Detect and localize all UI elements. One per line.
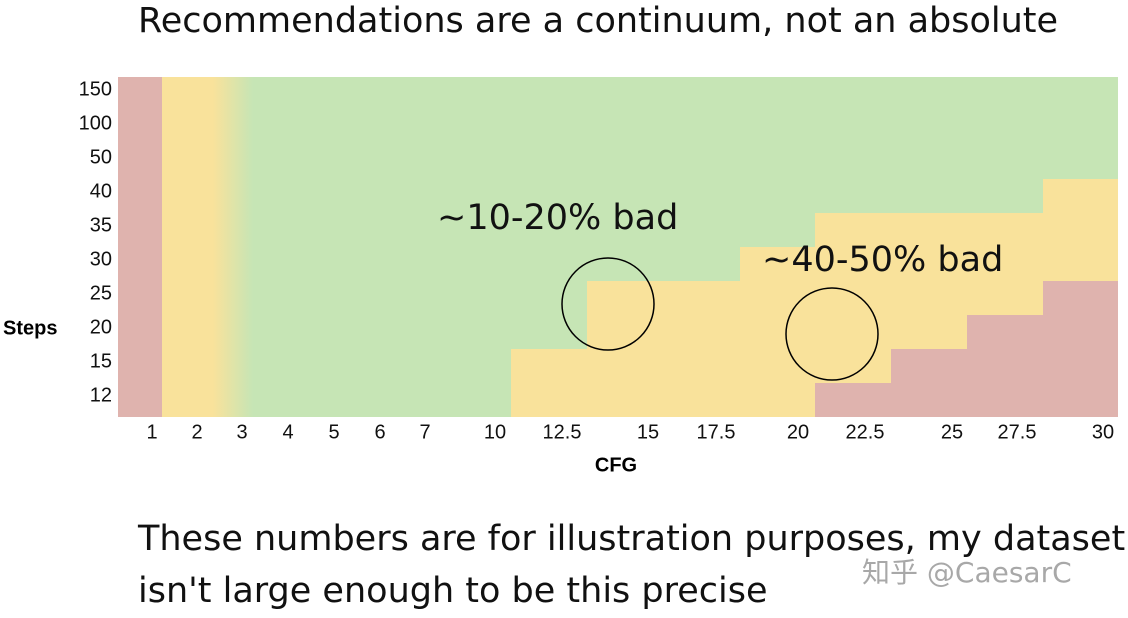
x-tick-label: 6 — [374, 421, 385, 443]
y-tick-label: 150 — [79, 78, 112, 100]
y-tick-label: 30 — [90, 248, 112, 270]
x-tick-label: 5 — [328, 421, 339, 443]
y-tick-label: 40 — [90, 180, 112, 202]
annotation: ~10-20% bad — [437, 198, 678, 238]
footer-line: These numbers are for illustration purpo… — [137, 519, 1125, 559]
y-tick-label: 12 — [90, 384, 112, 406]
red-zone — [815, 281, 1118, 417]
red-zone — [118, 77, 162, 417]
title: Recommendations are a continuum, not an … — [138, 1, 1058, 41]
x-tick-label: 20 — [787, 421, 809, 443]
x-axis-label: CFG — [595, 454, 637, 476]
x-tick-label: 1 — [146, 421, 157, 443]
yellow-fade — [213, 77, 253, 417]
x-tick-label: 3 — [236, 421, 247, 443]
x-tick-label: 27.5 — [998, 421, 1037, 443]
x-tick-label: 17.5 — [697, 421, 736, 443]
watermark: 知乎 @CaesarC — [862, 556, 1072, 589]
footer-line: isn't large enough to be this precise — [138, 571, 768, 611]
highlight-circle — [785, 287, 879, 381]
y-axis-label: Steps — [3, 317, 57, 339]
y-tick-label: 20 — [90, 316, 112, 338]
y-tick-label: 15 — [90, 350, 112, 372]
x-tick-label: 30 — [1092, 421, 1114, 443]
x-tick-label: 15 — [637, 421, 659, 443]
plot-regions — [118, 77, 1118, 417]
y-tick-label: 100 — [79, 112, 112, 134]
y-tick-label: 50 — [90, 146, 112, 168]
x-tick-label: 2 — [191, 421, 202, 443]
yellow-zone — [162, 77, 214, 417]
highlight-circle — [561, 257, 655, 351]
y-tick-label: 35 — [90, 214, 112, 236]
y-tick-label: 25 — [90, 282, 112, 304]
x-tick-label: 7 — [419, 421, 430, 443]
x-tick-label: 22.5 — [846, 421, 885, 443]
x-tick-label: 4 — [282, 421, 293, 443]
annotation: ~40-50% bad — [762, 240, 1003, 280]
x-tick-label: 12.5 — [543, 421, 582, 443]
x-tick-label: 25 — [941, 421, 963, 443]
x-tick-label: 10 — [484, 421, 506, 443]
